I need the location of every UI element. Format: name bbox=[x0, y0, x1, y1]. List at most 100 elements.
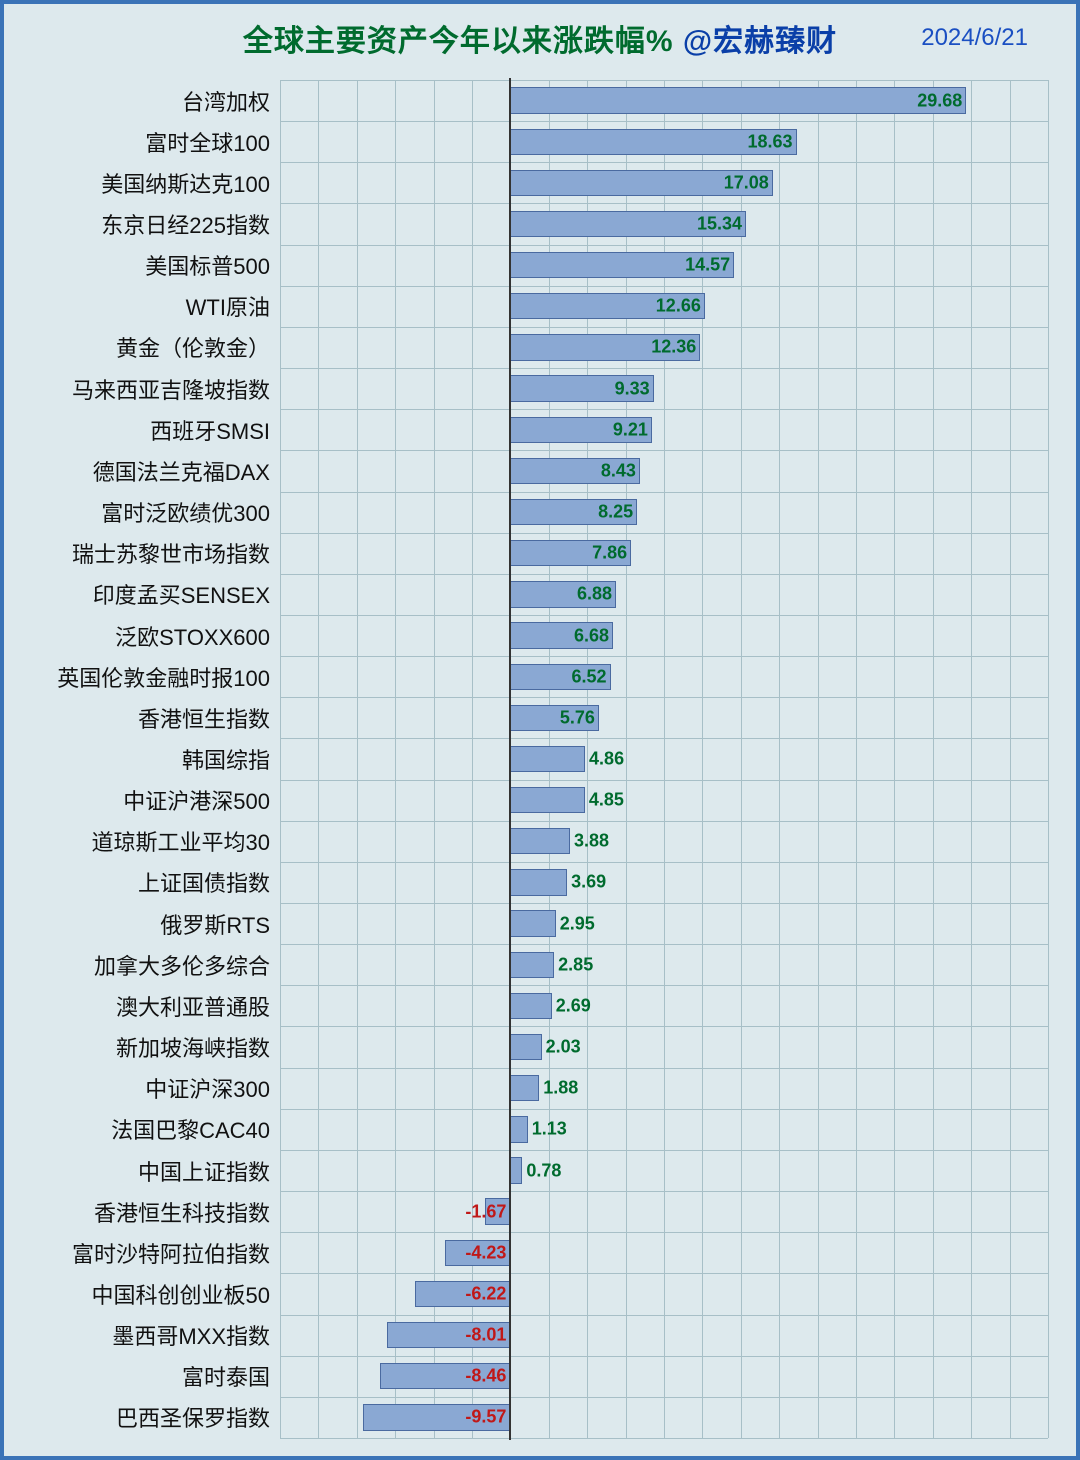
chart-row: 中国科创创业板50-6.22 bbox=[280, 1273, 1048, 1314]
chart-row: 中证沪港深5004.85 bbox=[280, 780, 1048, 821]
category-label: 俄罗斯RTS bbox=[160, 908, 270, 940]
chart-row: 德国法兰克福DAX8.43 bbox=[280, 450, 1048, 491]
value-label: 4.85 bbox=[589, 790, 624, 811]
chart-row: 台湾加权29.68 bbox=[280, 80, 1048, 121]
category-label: 瑞士苏黎世市场指数 bbox=[72, 537, 270, 569]
category-label: 富时泰国 bbox=[182, 1360, 270, 1392]
value-label: 12.36 bbox=[651, 337, 696, 358]
chart-frame: 全球主要资产今年以来涨跌幅% @宏赫臻财 2024/6/21 台湾加权29.68… bbox=[0, 0, 1080, 1460]
category-label: 加拿大多伦多综合 bbox=[94, 949, 270, 981]
category-label: 美国纳斯达克100 bbox=[101, 167, 270, 199]
chart-row: 俄罗斯RTS2.95 bbox=[280, 903, 1048, 944]
chart-row: 富时泰国-8.46 bbox=[280, 1356, 1048, 1397]
category-label: 墨西哥MXX指数 bbox=[112, 1319, 270, 1351]
value-label: 5.76 bbox=[560, 707, 595, 728]
value-label: 15.34 bbox=[697, 214, 742, 235]
category-label: 中证沪深300 bbox=[145, 1072, 270, 1104]
zero-axis-line bbox=[509, 78, 511, 1440]
chart-row: 英国伦敦金融时报1006.52 bbox=[280, 656, 1048, 697]
bar bbox=[510, 828, 570, 854]
value-label: -8.46 bbox=[465, 1366, 506, 1387]
chart-row: 西班牙SMSI9.21 bbox=[280, 409, 1048, 450]
value-label: 2.69 bbox=[556, 995, 591, 1016]
value-label: 6.52 bbox=[572, 666, 607, 687]
value-label: -1.67 bbox=[465, 1201, 506, 1222]
category-label: 富时泛欧绩优300 bbox=[101, 496, 270, 528]
value-label: 8.25 bbox=[598, 502, 633, 523]
category-label: 法国巴黎CAC40 bbox=[111, 1113, 270, 1145]
chart-row: 富时全球10018.63 bbox=[280, 121, 1048, 162]
value-label: -9.57 bbox=[465, 1407, 506, 1428]
value-label: 6.68 bbox=[574, 625, 609, 646]
category-label: 印度孟买SENSEX bbox=[93, 578, 270, 610]
category-label: WTI原油 bbox=[186, 290, 270, 322]
bar bbox=[510, 1075, 539, 1101]
category-label: 英国伦敦金融时报100 bbox=[57, 661, 270, 693]
category-label: 富时沙特阿拉伯指数 bbox=[72, 1237, 270, 1269]
value-label: -4.23 bbox=[465, 1242, 506, 1263]
bar bbox=[510, 910, 555, 936]
chart-row: 墨西哥MXX指数-8.01 bbox=[280, 1315, 1048, 1356]
chart-row: 加拿大多伦多综合2.85 bbox=[280, 944, 1048, 985]
chart-row: 新加坡海峡指数2.03 bbox=[280, 1026, 1048, 1067]
category-label: 道琼斯工业平均30 bbox=[92, 825, 270, 857]
category-label: 富时全球100 bbox=[145, 126, 270, 158]
chart-row: 黄金（伦敦金）12.36 bbox=[280, 327, 1048, 368]
value-label: 17.08 bbox=[724, 172, 769, 193]
bar bbox=[510, 952, 554, 978]
bar bbox=[510, 869, 567, 895]
value-label: 9.21 bbox=[613, 419, 648, 440]
value-label: 1.88 bbox=[543, 1078, 578, 1099]
title-handle: @宏赫臻财 bbox=[683, 25, 837, 58]
bar bbox=[510, 993, 551, 1019]
value-label: 2.03 bbox=[546, 1037, 581, 1058]
category-label: 韩国综指 bbox=[182, 743, 270, 775]
category-label: 澳大利亚普通股 bbox=[116, 990, 270, 1022]
chart-row: 中国上证指数0.78 bbox=[280, 1150, 1048, 1191]
value-label: -8.01 bbox=[465, 1325, 506, 1346]
chart-plot-area: 台湾加权29.68富时全球10018.63美国纳斯达克10017.08东京日经2… bbox=[280, 80, 1048, 1438]
category-label: 西班牙SMSI bbox=[150, 414, 270, 446]
chart-row: 富时泛欧绩优3008.25 bbox=[280, 492, 1048, 533]
value-label: 3.69 bbox=[571, 872, 606, 893]
value-label: -6.22 bbox=[465, 1283, 506, 1304]
chart-date: 2024/6/21 bbox=[921, 24, 1028, 52]
chart-header: 全球主要资产今年以来涨跌幅% @宏赫臻财 bbox=[4, 16, 1076, 60]
chart-row: 道琼斯工业平均303.88 bbox=[280, 821, 1048, 862]
category-label: 香港恒生指数 bbox=[138, 702, 270, 734]
category-label: 中国科创创业板50 bbox=[92, 1278, 270, 1310]
value-label: 7.86 bbox=[592, 543, 627, 564]
value-label: 2.95 bbox=[560, 913, 595, 934]
bar bbox=[510, 746, 585, 772]
chart-row: 上证国债指数3.69 bbox=[280, 862, 1048, 903]
value-label: 0.78 bbox=[526, 1160, 561, 1181]
chart-row: 美国纳斯达克10017.08 bbox=[280, 162, 1048, 203]
chart-row: WTI原油12.66 bbox=[280, 286, 1048, 327]
bar bbox=[510, 787, 584, 813]
value-label: 6.88 bbox=[577, 584, 612, 605]
bar bbox=[510, 1157, 522, 1183]
category-label: 新加坡海峡指数 bbox=[116, 1031, 270, 1063]
bar bbox=[510, 1116, 527, 1142]
value-label: 18.63 bbox=[748, 131, 793, 152]
category-label: 香港恒生科技指数 bbox=[94, 1196, 270, 1228]
value-label: 29.68 bbox=[917, 90, 962, 111]
category-label: 台湾加权 bbox=[182, 85, 270, 117]
category-label: 美国标普500 bbox=[145, 249, 270, 281]
chart-row: 澳大利亚普通股2.69 bbox=[280, 985, 1048, 1026]
value-label: 3.88 bbox=[574, 831, 609, 852]
category-label: 马来西亚吉隆坡指数 bbox=[72, 373, 270, 405]
value-label: 12.66 bbox=[656, 296, 701, 317]
grid-horizontal-line bbox=[280, 1438, 1048, 1439]
chart-row: 东京日经225指数15.34 bbox=[280, 203, 1048, 244]
value-label: 4.86 bbox=[589, 748, 624, 769]
category-label: 泛欧STOXX600 bbox=[115, 620, 270, 652]
grid-vertical-line bbox=[1048, 80, 1049, 1438]
category-label: 中证沪港深500 bbox=[123, 784, 270, 816]
chart-row: 美国标普50014.57 bbox=[280, 245, 1048, 286]
value-label: 14.57 bbox=[685, 255, 730, 276]
chart-title: 全球主要资产今年以来涨跌幅% @宏赫臻财 bbox=[243, 25, 837, 58]
category-label: 东京日经225指数 bbox=[101, 208, 270, 240]
category-label: 上证国债指数 bbox=[138, 866, 270, 898]
chart-row: 泛欧STOXX6006.68 bbox=[280, 615, 1048, 656]
